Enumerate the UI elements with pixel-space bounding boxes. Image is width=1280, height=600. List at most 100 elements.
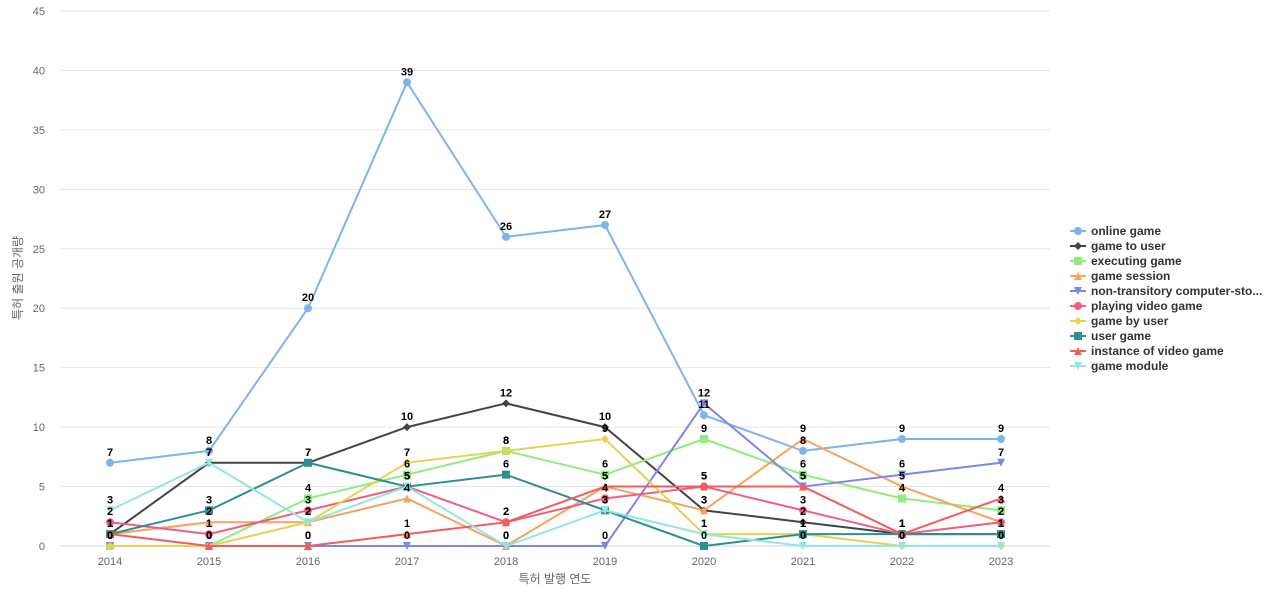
- data-label: 3: [602, 494, 608, 506]
- data-label: 2: [206, 506, 212, 518]
- data-label: 7: [404, 447, 410, 459]
- legend-marker: [1074, 287, 1082, 295]
- legend-item-executing-game[interactable]: executing game: [1070, 254, 1182, 268]
- data-point: [700, 482, 708, 491]
- data-point: [898, 542, 906, 550]
- data-point: [601, 542, 609, 550]
- data-point: [700, 435, 708, 443]
- data-label: 1: [107, 518, 113, 530]
- data-point: [304, 494, 312, 503]
- legend-item-game-to-user[interactable]: game to user: [1070, 239, 1166, 253]
- legend-marker: [1074, 227, 1082, 235]
- data-point: [700, 530, 708, 539]
- data-label: 10: [599, 411, 611, 423]
- data-label: 0: [206, 530, 212, 542]
- data-label: 9: [701, 423, 707, 435]
- legend-marker: [1074, 332, 1082, 340]
- data-label: 2: [998, 506, 1004, 518]
- data-point: [997, 435, 1005, 443]
- data-label: 2: [305, 506, 311, 518]
- data-label: 3: [998, 494, 1004, 506]
- data-label: 4: [305, 482, 312, 494]
- data-label: 5: [701, 471, 707, 483]
- y-tick-label: 0: [39, 541, 45, 553]
- data-label: 5: [404, 471, 410, 483]
- x-tick-label: 2017: [395, 556, 419, 568]
- data-label: 9: [602, 423, 608, 435]
- y-tick-label: 35: [33, 125, 45, 137]
- legend-item-non-transitory-computer-storage[interactable]: non-transitory computer-sto...: [1070, 284, 1262, 298]
- x-tick-label: 2021: [791, 556, 815, 568]
- data-label: 5: [404, 471, 410, 483]
- series-line: [109, 81, 1002, 464]
- data-point: [304, 518, 312, 527]
- legend-item-game-session[interactable]: game session: [1070, 269, 1170, 283]
- data-point: [799, 482, 807, 491]
- data-point: [403, 494, 411, 503]
- data-point: [403, 458, 411, 467]
- data-label: 0: [107, 530, 113, 542]
- data-label: 12: [698, 387, 710, 399]
- series-line: [109, 485, 1002, 547]
- x-tick-label: 2019: [593, 556, 617, 568]
- data-label: 0: [701, 530, 707, 542]
- data-label: 0: [206, 530, 212, 542]
- data-label: 0: [998, 530, 1004, 542]
- legend-item-user-game[interactable]: user game: [1070, 329, 1151, 343]
- data-point: [106, 506, 114, 515]
- data-point: [502, 518, 510, 527]
- x-tick-label: 2018: [494, 556, 518, 568]
- x-tick-label: 2022: [890, 556, 914, 568]
- data-label: 1: [899, 518, 905, 530]
- legend-label: instance of video game: [1091, 344, 1224, 358]
- data-label: 0: [899, 530, 905, 542]
- legend-label: game to user: [1091, 239, 1166, 253]
- data-label: 0: [602, 530, 608, 542]
- data-point: [997, 542, 1005, 550]
- data-label: 3: [800, 494, 806, 506]
- data-label: 8: [503, 435, 509, 447]
- data-label: 1: [899, 518, 905, 530]
- legend-label: game module: [1091, 359, 1169, 373]
- series-line: [109, 461, 1002, 547]
- data-label: 6: [404, 459, 410, 471]
- legend-item-instance-of-video-game[interactable]: instance of video game: [1070, 344, 1224, 358]
- x-tick-label: 2020: [692, 556, 716, 568]
- data-point: [403, 482, 411, 491]
- legend-marker: [1074, 257, 1082, 265]
- data-point: [502, 542, 510, 550]
- legend-marker: [1074, 272, 1082, 280]
- data-point: [403, 530, 411, 539]
- data-label: 4: [602, 482, 609, 494]
- data-point: [601, 482, 609, 491]
- data-label: 3: [107, 494, 113, 506]
- data-point: [205, 542, 213, 550]
- data-point: [898, 494, 906, 503]
- data-label: 1: [701, 518, 707, 530]
- y-tick-label: 10: [33, 422, 45, 434]
- x-tick-label: 2015: [197, 556, 221, 568]
- legend-label: online game: [1091, 224, 1161, 238]
- data-label: 0: [404, 530, 410, 542]
- data-label: 9: [899, 423, 905, 435]
- data-label: 5: [602, 471, 608, 483]
- y-axis-title: 특허 출원 공개량: [11, 236, 25, 320]
- data-point: [106, 518, 114, 527]
- legend-item-game-module[interactable]: game module: [1070, 359, 1169, 373]
- x-tick-label: 2014: [98, 556, 122, 568]
- legend-item-online-game[interactable]: online game: [1070, 224, 1161, 238]
- data-label: 1: [701, 518, 707, 530]
- legend-item-game-by-user[interactable]: game by user: [1070, 314, 1169, 328]
- data-point: [205, 530, 213, 539]
- legend-item-playing-video-game[interactable]: playing video game: [1070, 299, 1203, 313]
- data-label: 3: [701, 494, 707, 506]
- data-label: 7: [206, 447, 212, 459]
- data-point: [304, 506, 312, 515]
- data-point: [106, 458, 114, 467]
- data-point: [106, 530, 114, 539]
- data-point: [403, 423, 411, 432]
- x-axis-ticks: 2014 2015 2016 2017 2018 2019 2020 2021 2022 2023: [98, 556, 1013, 568]
- data-point: [799, 542, 807, 550]
- data-point: [502, 399, 510, 408]
